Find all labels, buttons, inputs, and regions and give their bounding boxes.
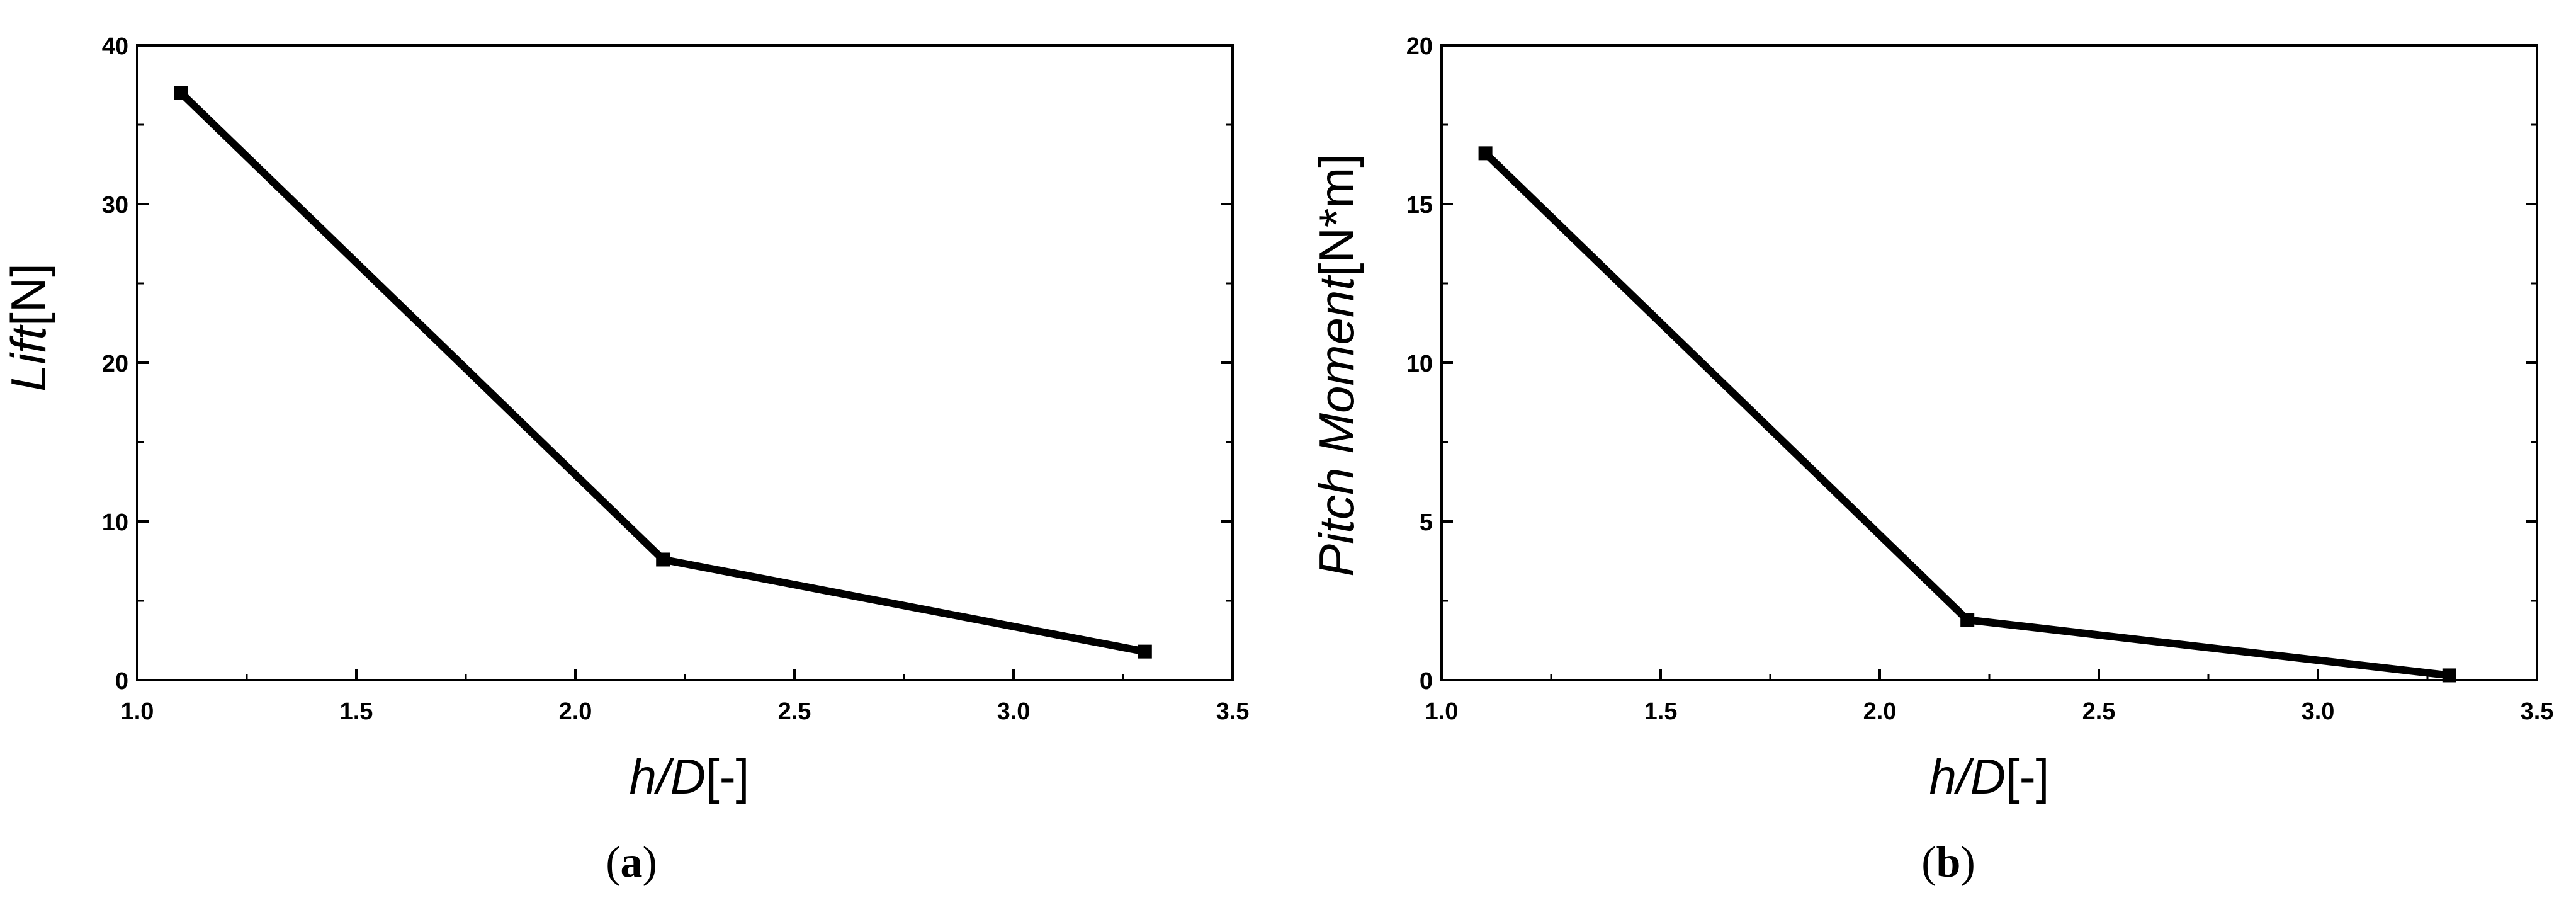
- x-tick-label: 2.0: [1863, 698, 1897, 725]
- x-axis-label: h/D[-]: [1929, 749, 2050, 804]
- x-axis-label-italic: h/D: [630, 749, 706, 804]
- x-tick-label: 3.5: [1216, 698, 1250, 725]
- series-line: [178, 90, 1146, 656]
- x-tick-label: 3.0: [997, 698, 1031, 725]
- y-tick-label: 20: [102, 351, 128, 377]
- caption-open-paren: (: [1921, 838, 1936, 887]
- caption-close-paren: ): [1960, 838, 1975, 887]
- x-axis-label: h/D[-]: [630, 749, 750, 804]
- y-tick-label: 5: [1420, 509, 1433, 536]
- data-point: [1478, 146, 1493, 161]
- caption-letter: b: [1936, 838, 1961, 887]
- x-tick-label: 1.5: [340, 698, 373, 725]
- y-tick-label: 15: [1406, 192, 1433, 219]
- x-tick-label: 2.0: [559, 698, 592, 725]
- x-axis-label-unit: [-]: [706, 749, 749, 804]
- caption-close-paren: ): [643, 838, 657, 887]
- data-point: [656, 552, 670, 567]
- series-line: [1483, 151, 2450, 680]
- panel-caption: (a): [606, 838, 657, 887]
- y-tick-label: 0: [115, 668, 128, 695]
- panel-caption: (b): [1921, 838, 1975, 887]
- data-point: [174, 86, 188, 100]
- y-axis-label: Pitch Moment[N*m]: [1309, 154, 1364, 577]
- y-axis-label-italic: Lift: [1, 324, 56, 391]
- caption-open-paren: (: [606, 838, 620, 887]
- y-tick-label: 40: [102, 33, 128, 60]
- x-tick-label: 1.0: [1425, 698, 1459, 725]
- y-tick-label: 0: [1420, 668, 1433, 695]
- x-tick-label: 3.5: [2521, 698, 2554, 725]
- y-axis-label-unit: [N]: [1, 263, 56, 326]
- y-axis-label-unit: [N*m]: [1309, 154, 1364, 276]
- x-axis-label-italic: h/D: [1929, 749, 2006, 804]
- y-axis-label: Lift[N]: [1, 263, 56, 392]
- chart-b: 1.0 1.5 2.0 2.5 3.0 3.5 0 5 10 15 20 h/D[-] Pitch Mo…: [1309, 33, 2553, 887]
- plot-frame: [136, 44, 1234, 681]
- y-tick-label: 30: [102, 192, 128, 219]
- y-tick-label: 20: [1406, 33, 1433, 60]
- x-tick-label: 1.0: [121, 698, 154, 725]
- data-point: [1138, 644, 1152, 659]
- x-tick-label: 3.0: [2302, 698, 2335, 725]
- y-tick-label: 10: [102, 509, 128, 536]
- y-tick-label: 10: [1406, 351, 1433, 377]
- x-tick-label: 2.5: [2082, 698, 2116, 725]
- y-axis-label-italic: Pitch Moment: [1309, 275, 1364, 577]
- x-tick-label: 2.5: [778, 698, 811, 725]
- x-axis-label-unit: [-]: [2006, 749, 2049, 804]
- x-tick-label: 1.5: [1644, 698, 1678, 725]
- plot-frame: [1440, 44, 2538, 681]
- caption-letter: a: [621, 838, 643, 887]
- data-point: [1960, 613, 1975, 627]
- chart-a: 1.0 1.5 2.0 2.5 3.0 3.5 0 10 20 30 40 h/D[-] Lift[N]…: [1, 33, 1249, 887]
- data-point: [2442, 668, 2456, 683]
